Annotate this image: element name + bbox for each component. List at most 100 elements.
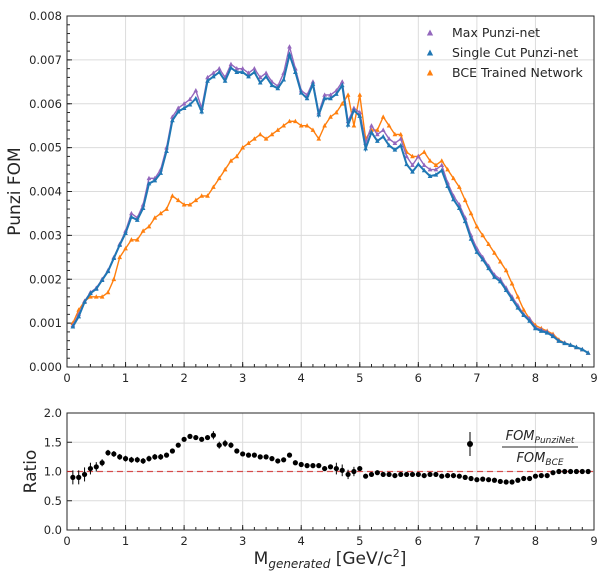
data-point	[310, 81, 316, 86]
data-point	[140, 228, 146, 233]
x-axis-title-superscript: 2	[393, 547, 400, 560]
data-point	[228, 65, 234, 70]
data-point	[293, 118, 298, 124]
data-point	[351, 107, 357, 113]
numerator-text: FOM	[506, 429, 535, 444]
data-point	[257, 454, 263, 460]
data-point	[205, 74, 210, 80]
data-point	[538, 472, 544, 479]
data-point	[228, 61, 234, 67]
x-axis-title-subscript: generated	[268, 557, 330, 571]
data-point	[146, 456, 152, 462]
data-point	[82, 299, 87, 304]
data-point	[375, 138, 380, 143]
data-point	[497, 259, 503, 264]
data-point	[128, 457, 135, 463]
data-point	[304, 123, 310, 128]
data-point	[497, 478, 503, 485]
data-point	[287, 44, 292, 49]
data-point	[380, 471, 386, 478]
data-point	[544, 472, 550, 479]
data-point	[216, 442, 222, 448]
data-point	[427, 173, 433, 178]
data-point	[281, 77, 286, 82]
data-point	[486, 241, 491, 246]
x-tick-label: 8	[532, 371, 539, 385]
data-point	[322, 465, 328, 472]
data-point	[170, 117, 175, 123]
data-point	[88, 294, 93, 299]
data-point	[158, 170, 164, 175]
data-point	[99, 277, 105, 282]
data-point	[287, 118, 292, 124]
data-point	[556, 338, 562, 343]
data-point	[204, 434, 211, 441]
data-point	[421, 149, 427, 154]
data-point	[152, 215, 158, 220]
data-point	[497, 278, 503, 284]
legend-marker	[426, 49, 434, 56]
y-tick-label: 0.006	[29, 97, 62, 111]
data-point	[462, 197, 468, 203]
data-point	[310, 127, 316, 132]
data-point	[252, 69, 257, 74]
data-point	[533, 325, 538, 331]
legend-entry: BCE Trained Network	[452, 65, 583, 80]
data-point	[111, 255, 117, 261]
data-point	[199, 193, 205, 198]
data-point	[287, 52, 292, 57]
data-point	[339, 79, 345, 84]
data-point	[257, 131, 263, 137]
data-point	[316, 112, 322, 117]
data-point	[515, 305, 521, 310]
data-point	[275, 85, 281, 91]
data-point	[521, 312, 527, 318]
y-tick-label: 0.0	[44, 523, 62, 537]
data-point	[123, 230, 128, 236]
data-point	[146, 224, 152, 229]
data-point	[556, 468, 562, 475]
y-tick-label: 0.007	[29, 53, 62, 67]
data-point	[474, 224, 480, 229]
data-point	[187, 202, 193, 207]
x-tick-label: 4	[298, 371, 305, 385]
data-point	[269, 131, 275, 137]
x-axis-title-main: M	[254, 549, 269, 569]
data-point	[503, 267, 509, 273]
data-point	[76, 474, 82, 480]
y-tick-label: 0.5	[44, 494, 62, 508]
x-tick-label: 1	[122, 371, 129, 385]
data-point	[240, 451, 246, 457]
x-axis-title-unit: [GeV/c	[330, 549, 392, 569]
data-point	[345, 92, 351, 97]
y-tick-label: 0.003	[29, 228, 62, 242]
data-point	[322, 95, 327, 101]
data-point	[234, 69, 240, 74]
data-point	[392, 140, 398, 146]
data-point	[451, 175, 456, 181]
data-point	[532, 473, 539, 479]
data-point	[345, 122, 351, 127]
data-point	[246, 73, 251, 79]
data-point	[199, 436, 205, 442]
data-point	[99, 460, 105, 466]
data-point	[210, 432, 216, 438]
data-point	[421, 167, 427, 173]
data-point	[585, 350, 591, 355]
data-point	[187, 96, 193, 102]
x-tick-label: 8	[532, 534, 539, 548]
data-point	[450, 472, 457, 479]
data-point	[527, 318, 532, 323]
data-point	[415, 161, 421, 167]
data-point	[439, 162, 445, 167]
data-point	[252, 136, 257, 141]
data-point	[433, 166, 439, 172]
data-point	[211, 184, 216, 189]
data-point	[117, 454, 123, 460]
data-point	[398, 471, 404, 478]
data-point	[304, 463, 310, 469]
data-point	[521, 475, 527, 482]
y-tick-label: 0.000	[29, 360, 62, 374]
data-point	[375, 127, 380, 132]
data-point	[386, 142, 392, 148]
